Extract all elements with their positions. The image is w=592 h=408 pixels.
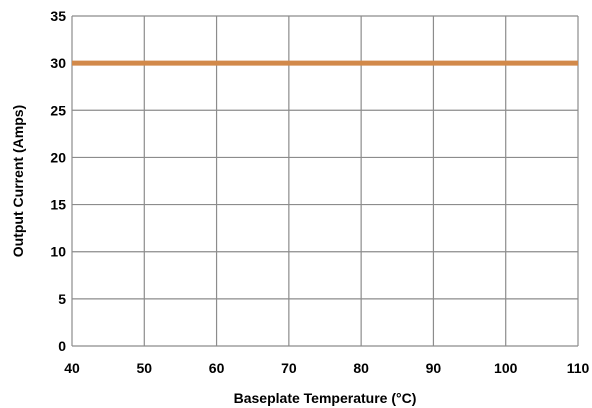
x-tick-label: 110 bbox=[567, 360, 590, 376]
y-tick-label: 20 bbox=[50, 149, 66, 165]
x-tick-labels: 40 50 60 70 80 90 100 110 bbox=[64, 360, 589, 376]
y-tick-label: 30 bbox=[50, 55, 66, 71]
y-tick-label: 35 bbox=[50, 8, 66, 24]
y-tick-label: 0 bbox=[58, 338, 66, 354]
x-tick-label: 70 bbox=[281, 360, 297, 376]
x-tick-label: 100 bbox=[494, 360, 518, 376]
x-tick-label: 60 bbox=[209, 360, 225, 376]
x-tick-label: 50 bbox=[136, 360, 152, 376]
grid bbox=[71, 15, 579, 347]
x-tick-label: 90 bbox=[426, 360, 442, 376]
y-tick-label: 25 bbox=[50, 102, 66, 118]
x-tick-label: 40 bbox=[64, 360, 80, 376]
y-axis-label: Output Current (Amps) bbox=[10, 105, 26, 257]
y-tick-label: 5 bbox=[58, 291, 66, 307]
y-tick-labels: 0 5 10 15 20 25 30 35 bbox=[50, 8, 66, 354]
x-tick-label: 80 bbox=[353, 360, 369, 376]
x-axis-label: Baseplate Temperature (°C) bbox=[234, 390, 417, 406]
y-tick-label: 15 bbox=[50, 197, 66, 213]
y-tick-label: 10 bbox=[50, 244, 66, 260]
plot-area bbox=[72, 16, 578, 346]
